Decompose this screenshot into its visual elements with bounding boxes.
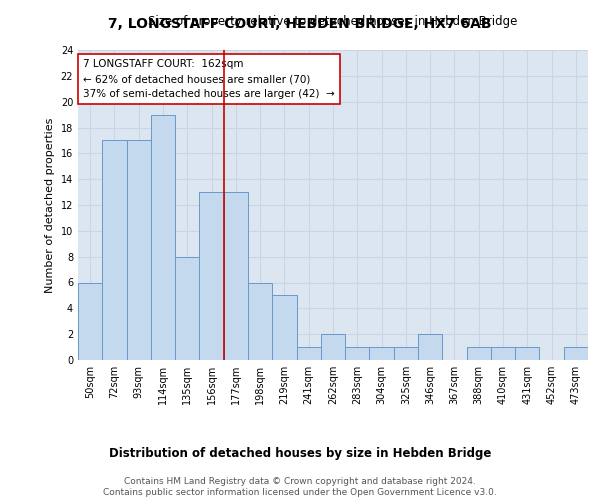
Bar xyxy=(491,347,515,360)
Bar xyxy=(296,347,321,360)
Bar xyxy=(175,256,199,360)
Bar xyxy=(321,334,345,360)
Text: 7 LONGSTAFF COURT:  162sqm
← 62% of detached houses are smaller (70)
37% of semi: 7 LONGSTAFF COURT: 162sqm ← 62% of detac… xyxy=(83,60,335,99)
Y-axis label: Number of detached properties: Number of detached properties xyxy=(45,118,55,292)
Bar xyxy=(370,347,394,360)
Text: Contains HM Land Registry data © Crown copyright and database right 2024.
Contai: Contains HM Land Registry data © Crown c… xyxy=(103,478,497,497)
Bar xyxy=(418,334,442,360)
Bar xyxy=(564,347,588,360)
Text: Distribution of detached houses by size in Hebden Bridge: Distribution of detached houses by size … xyxy=(109,448,491,460)
Bar xyxy=(248,282,272,360)
Bar xyxy=(102,140,127,360)
Bar xyxy=(272,296,296,360)
Text: 7, LONGSTAFF COURT, HEBDEN BRIDGE, HX7 6AB: 7, LONGSTAFF COURT, HEBDEN BRIDGE, HX7 6… xyxy=(108,18,492,32)
Bar xyxy=(151,114,175,360)
Bar xyxy=(224,192,248,360)
Bar xyxy=(78,282,102,360)
Bar xyxy=(127,140,151,360)
Bar xyxy=(515,347,539,360)
Title: Size of property relative to detached houses in Hebden Bridge: Size of property relative to detached ho… xyxy=(148,15,518,28)
Bar xyxy=(394,347,418,360)
Bar xyxy=(345,347,370,360)
Bar xyxy=(199,192,224,360)
Bar xyxy=(467,347,491,360)
